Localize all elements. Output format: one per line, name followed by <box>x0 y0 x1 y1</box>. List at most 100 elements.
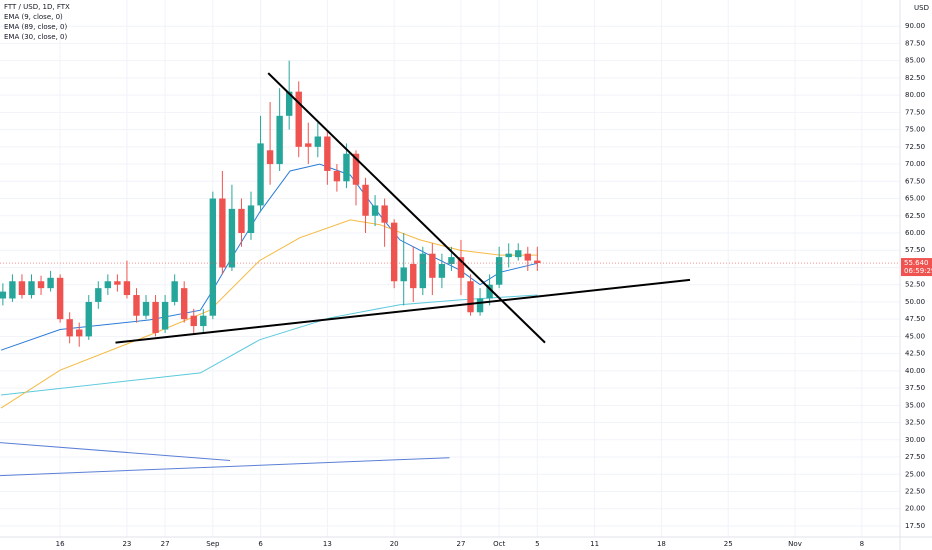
legend-entry: EMA (89, close, 0) <box>4 23 67 31</box>
candle-body <box>266 150 274 165</box>
candle-body <box>371 205 379 216</box>
candle-body <box>180 288 188 320</box>
candle-body <box>104 281 112 289</box>
y-tick-label: 80.00 <box>905 91 925 99</box>
candle-body <box>505 253 512 258</box>
candle-body <box>190 315 197 327</box>
candle-body <box>85 301 92 337</box>
candle-body <box>161 301 169 330</box>
x-tick-label: 11 <box>590 540 599 548</box>
y-tick-label: 65.00 <box>905 195 925 203</box>
candle-body <box>276 115 283 165</box>
x-tick-label: 27 <box>457 540 466 548</box>
candle-body <box>438 264 446 278</box>
candle-body <box>200 315 207 327</box>
candle-body <box>228 208 236 268</box>
y-tick-label: 47.50 <box>905 315 925 323</box>
candle-body <box>76 329 83 337</box>
candle-body <box>467 281 474 313</box>
candle-body <box>324 136 331 171</box>
x-tick-label: 5 <box>535 540 539 548</box>
y-tick-label: 50.00 <box>905 298 925 306</box>
y-tick-label: 90.00 <box>905 22 925 30</box>
candle-body <box>209 198 217 316</box>
candle-body <box>534 260 541 264</box>
legend-entry: EMA (30, close, 0) <box>4 33 67 41</box>
candle-body <box>123 281 131 296</box>
y-tick-label: 20.00 <box>905 505 925 513</box>
y-tick-label: 25.00 <box>905 470 925 478</box>
y-tick-label: 87.50 <box>905 39 925 47</box>
y-tick-label: 30.00 <box>905 436 925 444</box>
x-tick-label: 16 <box>56 540 65 548</box>
candle-body <box>305 143 312 147</box>
candle-body <box>495 257 503 285</box>
y-tick-label: 45.00 <box>905 332 925 340</box>
candle-body <box>18 281 26 296</box>
y-tick-label: 40.00 <box>905 367 925 375</box>
currency-label: USD <box>914 4 929 12</box>
x-tick-label: 27 <box>161 540 170 548</box>
trend-line <box>115 278 691 344</box>
x-tick-label: Sep <box>206 540 220 548</box>
y-tick-label: 42.50 <box>905 350 925 358</box>
candle-body <box>285 91 293 116</box>
candle-body <box>171 281 178 302</box>
y-tick-label: 75.00 <box>905 126 925 134</box>
candle-body <box>448 257 455 265</box>
candle-body <box>238 208 245 233</box>
y-tick-label: 70.00 <box>905 160 925 168</box>
y-tick-label: 27.50 <box>905 453 925 461</box>
candle-body <box>352 153 360 185</box>
candle-body <box>47 277 54 289</box>
candle-body <box>343 153 350 182</box>
y-tick-label: 32.50 <box>905 419 925 427</box>
last-price-label: 55.640 <box>904 259 929 267</box>
trend-line <box>0 457 450 477</box>
candle-body <box>362 184 369 216</box>
candle-body <box>28 281 35 296</box>
candle-body <box>333 170 341 182</box>
y-tick-label: 67.50 <box>905 177 925 185</box>
candle-body <box>37 281 45 289</box>
y-tick-label: 62.50 <box>905 212 925 220</box>
candle-body <box>429 253 436 278</box>
candle-body <box>152 301 159 333</box>
candle-body <box>515 250 522 258</box>
y-tick-label: 85.00 <box>905 57 925 65</box>
candle-body <box>486 284 493 299</box>
candle-body <box>524 253 531 261</box>
x-tick-label: 25 <box>724 540 733 548</box>
candle-body <box>410 264 417 289</box>
candle-body <box>219 198 226 268</box>
candle-body <box>142 301 150 316</box>
x-tick-label: 20 <box>390 540 399 548</box>
candle-body <box>257 143 264 206</box>
trend-line <box>267 72 546 344</box>
y-tick-label: 82.50 <box>905 74 925 82</box>
y-tick-label: 17.50 <box>905 522 925 530</box>
y-tick-label: 77.50 <box>905 108 925 116</box>
candle-body <box>247 205 255 233</box>
y-tick-label: 52.50 <box>905 281 925 289</box>
candle-body <box>400 267 407 282</box>
x-tick-label: 18 <box>657 540 666 548</box>
chart-title: FTT / USD, 1D, FTX <box>4 3 70 11</box>
candle-body <box>9 281 16 299</box>
y-tick-label: 60.00 <box>905 229 925 237</box>
candle-body <box>133 295 140 316</box>
x-tick-label: 6 <box>258 540 263 548</box>
x-tick-label: 13 <box>323 540 332 548</box>
y-tick-label: 22.50 <box>905 488 925 496</box>
y-tick-label: 57.50 <box>905 246 925 254</box>
trend-line <box>0 442 231 461</box>
candle-body <box>295 91 302 147</box>
x-tick-label: Nov <box>788 540 802 548</box>
y-tick-label: 72.50 <box>905 143 925 151</box>
candle-body <box>457 257 465 278</box>
candle-body <box>0 291 7 299</box>
x-tick-label: 23 <box>122 540 131 548</box>
ema-line <box>0 294 538 396</box>
last-price-box <box>901 258 932 277</box>
